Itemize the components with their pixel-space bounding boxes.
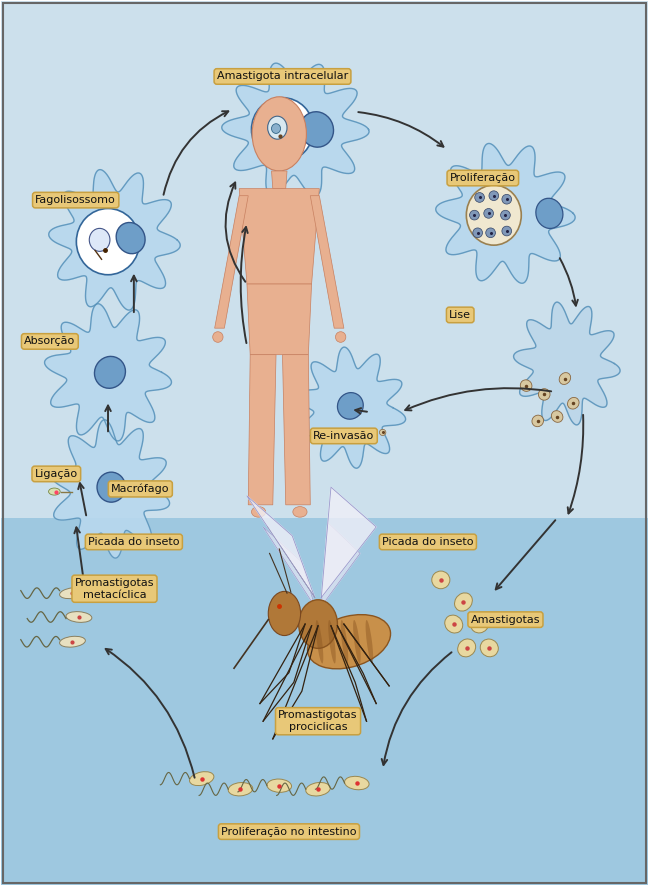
Ellipse shape (350, 431, 357, 438)
Text: Proliferação: Proliferação (450, 173, 516, 183)
Bar (1, 518, 648, 884)
Ellipse shape (353, 620, 361, 664)
Ellipse shape (502, 194, 511, 204)
Ellipse shape (49, 488, 60, 495)
Ellipse shape (536, 198, 563, 229)
Ellipse shape (90, 229, 110, 252)
Text: Re-invasão: Re-invasão (313, 431, 374, 441)
Polygon shape (263, 527, 315, 606)
Ellipse shape (380, 430, 386, 436)
Ellipse shape (365, 620, 373, 664)
Ellipse shape (190, 772, 214, 786)
Ellipse shape (293, 507, 307, 517)
Ellipse shape (567, 398, 579, 409)
Ellipse shape (95, 356, 125, 388)
Ellipse shape (228, 782, 252, 796)
Polygon shape (247, 284, 312, 354)
Text: Promastigotas
metacíclica: Promastigotas metacíclica (75, 578, 154, 600)
Ellipse shape (432, 571, 450, 588)
Polygon shape (249, 354, 276, 505)
Ellipse shape (60, 587, 86, 599)
Polygon shape (51, 420, 169, 558)
Polygon shape (321, 487, 376, 597)
Ellipse shape (458, 639, 476, 657)
Text: Lise: Lise (449, 310, 471, 320)
Bar (1, 2, 648, 518)
Ellipse shape (532, 416, 544, 427)
Ellipse shape (308, 615, 391, 669)
Polygon shape (239, 189, 319, 284)
Polygon shape (247, 496, 315, 597)
Ellipse shape (471, 615, 489, 633)
Ellipse shape (552, 411, 563, 423)
Ellipse shape (473, 228, 482, 237)
Ellipse shape (520, 380, 532, 392)
Polygon shape (513, 302, 620, 425)
Ellipse shape (271, 124, 280, 134)
Ellipse shape (485, 228, 495, 237)
Ellipse shape (559, 373, 570, 385)
Ellipse shape (500, 210, 510, 220)
Polygon shape (282, 354, 310, 505)
Ellipse shape (300, 112, 334, 147)
Text: Proliferação no intestino: Proliferação no intestino (221, 827, 357, 836)
Ellipse shape (345, 776, 369, 789)
Circle shape (268, 591, 300, 635)
Ellipse shape (484, 208, 493, 218)
Ellipse shape (470, 210, 479, 220)
Ellipse shape (97, 472, 125, 502)
Ellipse shape (539, 389, 550, 400)
Polygon shape (215, 196, 249, 328)
Circle shape (252, 97, 306, 171)
Text: Picada do inseto: Picada do inseto (88, 537, 180, 547)
Ellipse shape (77, 208, 140, 275)
Ellipse shape (475, 192, 484, 202)
Polygon shape (321, 523, 360, 606)
Text: Ligação: Ligação (35, 469, 78, 479)
Ellipse shape (299, 600, 337, 649)
Text: Fagolisossomo: Fagolisossomo (35, 195, 116, 206)
Text: Absorção: Absorção (24, 337, 75, 346)
Text: Macrófago: Macrófago (111, 484, 169, 494)
Ellipse shape (306, 782, 330, 796)
Ellipse shape (489, 190, 498, 200)
Ellipse shape (445, 615, 463, 633)
Text: Promastigotas
prociclicas: Promastigotas prociclicas (278, 711, 358, 732)
Ellipse shape (60, 636, 86, 647)
Text: Amastigotas: Amastigotas (471, 615, 540, 625)
Polygon shape (49, 169, 180, 310)
Ellipse shape (267, 116, 287, 139)
Polygon shape (295, 347, 406, 468)
Polygon shape (45, 304, 171, 441)
Text: Picada do inseto: Picada do inseto (382, 537, 474, 547)
Ellipse shape (315, 620, 323, 664)
Ellipse shape (116, 222, 145, 253)
Ellipse shape (467, 185, 521, 245)
Ellipse shape (66, 611, 92, 622)
Ellipse shape (341, 620, 349, 664)
Ellipse shape (502, 226, 511, 236)
Ellipse shape (454, 593, 472, 611)
Ellipse shape (336, 331, 346, 342)
Ellipse shape (251, 507, 265, 517)
Ellipse shape (337, 392, 363, 419)
Ellipse shape (251, 97, 313, 161)
Ellipse shape (480, 639, 498, 657)
Polygon shape (435, 144, 575, 284)
Polygon shape (271, 171, 287, 189)
Ellipse shape (328, 620, 336, 664)
Ellipse shape (267, 779, 291, 792)
Ellipse shape (213, 331, 223, 342)
Polygon shape (310, 196, 344, 328)
Polygon shape (222, 63, 369, 196)
Ellipse shape (367, 436, 373, 442)
Text: Amastigota intracelular: Amastigota intracelular (217, 72, 348, 82)
